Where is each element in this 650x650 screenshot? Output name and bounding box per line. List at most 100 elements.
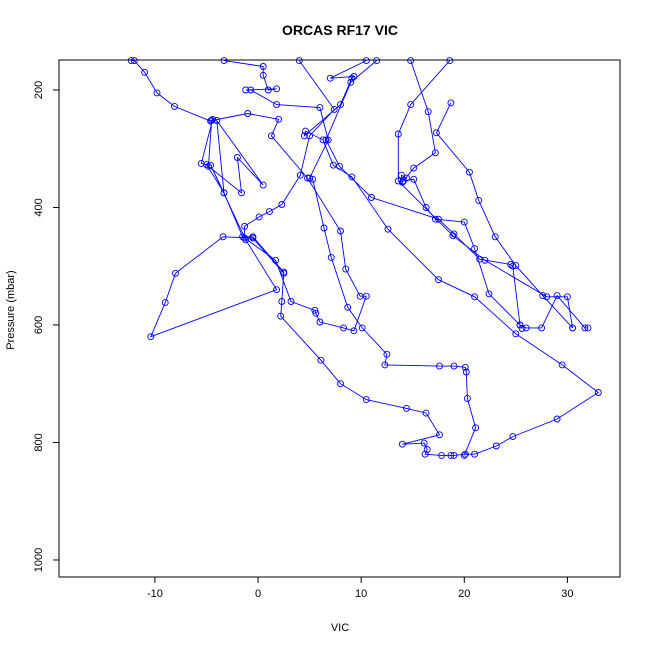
series-7-line xyxy=(435,102,573,329)
data-point-3-9 xyxy=(241,234,249,242)
data-point-7-7 xyxy=(539,292,547,300)
data-point-4-14 xyxy=(553,292,561,300)
data-point-2-16 xyxy=(358,324,366,332)
data-point-3-36 xyxy=(161,299,169,307)
data-point-3-1 xyxy=(295,57,303,65)
data-point-7-1 xyxy=(447,99,455,107)
x-tick-label: 20 xyxy=(458,588,470,600)
data-point-3-35 xyxy=(147,333,155,341)
data-point-6-6 xyxy=(481,256,489,264)
data-point-1-30 xyxy=(471,450,479,458)
data-point-2-4 xyxy=(264,86,272,94)
data-point-2-15 xyxy=(344,303,352,311)
data-point-1-9 xyxy=(203,161,210,169)
y-axis: 200 400 600 800 1000 xyxy=(33,81,59,572)
data-point-1-8 xyxy=(197,159,205,167)
data-point-3-13 xyxy=(312,309,320,317)
plot-frame xyxy=(58,59,621,578)
data-point-1-28 xyxy=(450,451,458,459)
data-point-2-1 xyxy=(220,57,228,65)
data-point-3-11 xyxy=(287,298,295,305)
data-point-1-15 xyxy=(277,312,285,320)
series-4-line xyxy=(325,60,588,329)
data-point-3-2 xyxy=(330,105,338,113)
data-point-2-6 xyxy=(242,86,250,94)
data-point-1-44 xyxy=(300,132,308,140)
data-point-3-33 xyxy=(242,236,250,244)
data-point-2-10 xyxy=(324,136,332,144)
data-point-1-22 xyxy=(398,440,406,448)
data-point-5-1 xyxy=(407,57,415,65)
data-point-2-7 xyxy=(247,86,255,94)
data-point-4-9 xyxy=(507,261,515,268)
data-point-1-25 xyxy=(421,450,429,458)
data-point-1-16 xyxy=(317,356,325,364)
data-point-1-29 xyxy=(461,450,469,458)
data-point-2-13 xyxy=(320,224,328,232)
data-point-3-21 xyxy=(304,174,311,182)
data-point-3-31 xyxy=(220,189,228,197)
data-point-2-24 xyxy=(472,424,480,432)
data-point-1-19 xyxy=(403,404,410,412)
data-point-4-13 xyxy=(538,324,546,332)
y-tick-label: 200 xyxy=(33,81,45,99)
data-point-2-3 xyxy=(259,71,267,79)
data-point-6-1 xyxy=(446,57,454,65)
data-point-1-40 xyxy=(348,173,356,181)
data-point-3-32 xyxy=(207,161,215,169)
data-point-5-14 xyxy=(485,290,493,298)
data-point-1-5 xyxy=(171,102,178,110)
data-point-3-34 xyxy=(273,286,281,294)
y-tick-label: 400 xyxy=(33,198,45,216)
data-point-4-15 xyxy=(581,324,589,332)
data-point-3-12 xyxy=(311,306,319,314)
data-point-7-6 xyxy=(512,262,520,270)
data-point-2-17 xyxy=(383,350,391,358)
data-point-3-18 xyxy=(356,292,364,300)
data-point-2-20 xyxy=(450,362,458,370)
data-point-2-9 xyxy=(316,104,324,112)
data-point-5-8 xyxy=(399,177,407,185)
data-point-3-25 xyxy=(208,117,216,124)
data-point-7-4 xyxy=(475,196,483,204)
data-point-1-39 xyxy=(384,225,392,233)
data-point-4-12 xyxy=(522,324,530,332)
y-tick-label: 1000 xyxy=(33,548,45,572)
data-point-1-31 xyxy=(492,442,500,450)
series-1-line xyxy=(131,60,600,456)
data-point-3-14 xyxy=(316,318,324,326)
series-6 xyxy=(394,57,577,332)
chart-title: ORCAS RF17 VIC xyxy=(282,22,398,38)
data-point-1-43 xyxy=(302,127,309,135)
data-point-5-9 xyxy=(410,175,418,183)
series-6-line xyxy=(397,60,574,328)
data-point-3-30 xyxy=(213,117,221,124)
data-point-1-3 xyxy=(141,68,149,76)
data-point-1-27 xyxy=(447,451,455,459)
data-point-7-8 xyxy=(569,324,577,332)
data-point-3-38 xyxy=(219,233,227,241)
data-point-1-4 xyxy=(153,89,161,97)
data-point-2-8 xyxy=(273,101,281,109)
data-point-3-3 xyxy=(306,132,314,140)
data-point-3-39 xyxy=(249,234,257,242)
data-point-1-23 xyxy=(420,439,428,447)
data-point-4-2 xyxy=(347,78,355,86)
data-point-1-37 xyxy=(471,293,479,301)
data-point-2-22 xyxy=(462,368,470,376)
data-point-5-2 xyxy=(424,108,432,116)
data-point-3-23 xyxy=(275,115,283,123)
series-2 xyxy=(220,57,480,459)
x-axis: -10 0 10 20 30 xyxy=(147,577,574,600)
data-point-5-3 xyxy=(431,149,439,157)
data-point-3-24 xyxy=(244,110,252,117)
data-point-3-10 xyxy=(272,256,280,264)
data-point-6-2 xyxy=(407,101,415,109)
data-point-5-16 xyxy=(518,325,526,332)
x-tick-label: 0 xyxy=(255,588,261,600)
plot-area xyxy=(127,57,602,459)
x-tick-label: 10 xyxy=(355,588,367,600)
data-point-1-1 xyxy=(127,57,135,65)
data-point-2-14 xyxy=(327,253,335,261)
data-point-3-20 xyxy=(337,227,344,235)
